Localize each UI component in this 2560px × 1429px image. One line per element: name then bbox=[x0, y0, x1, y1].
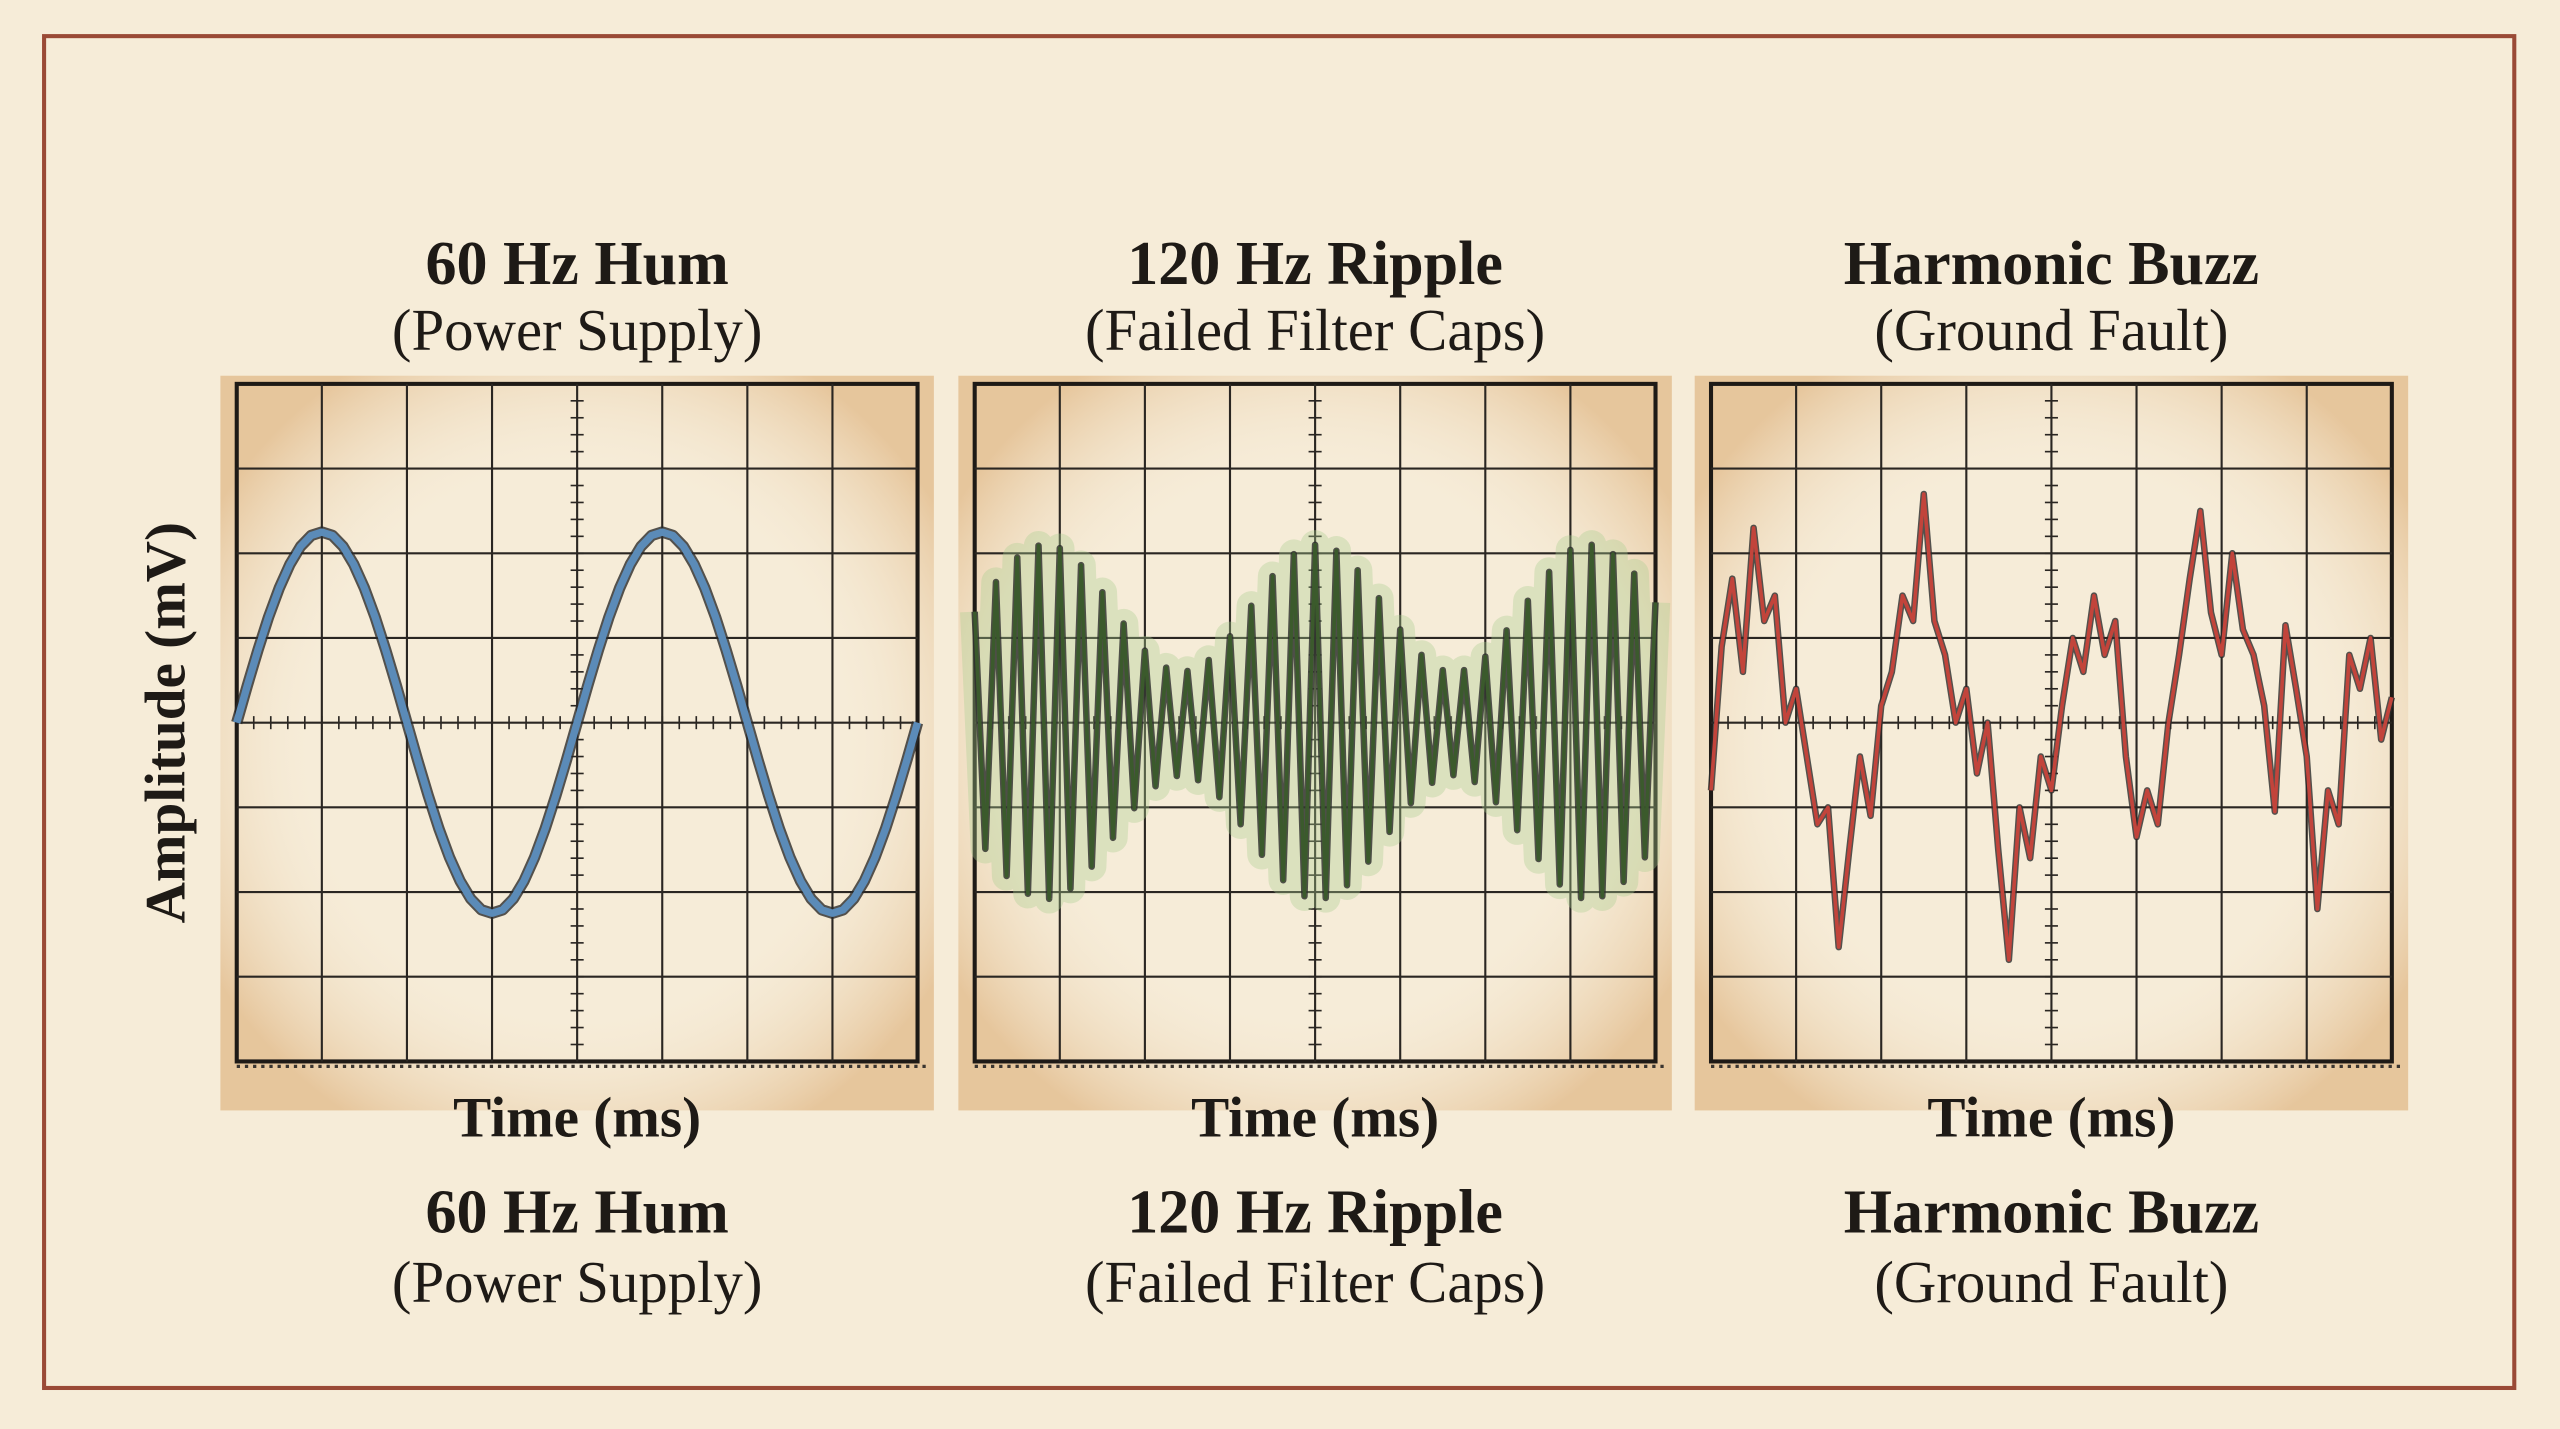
trace bbox=[1709, 492, 2394, 962]
trace bbox=[972, 543, 1658, 901]
x-axis-label: Time (ms) bbox=[1191, 1087, 1439, 1150]
caption-title: Harmonic Buzz bbox=[1844, 1178, 2259, 1246]
chart-title: Harmonic Buzz bbox=[1844, 230, 2259, 298]
caption-title: 120 Hz Ripple bbox=[1127, 1178, 1503, 1246]
chart-title: 120 Hz Ripple bbox=[1127, 230, 1503, 298]
frame bbox=[42, 34, 2517, 1391]
trace bbox=[233, 528, 922, 917]
caption-subtitle: (Ground Fault) bbox=[1874, 1250, 2228, 1315]
chart-subtitle: (Power Supply) bbox=[392, 298, 763, 363]
y-axis-label: Amplitude (mV) bbox=[135, 522, 198, 923]
x-axis-label: Time (ms) bbox=[453, 1087, 701, 1150]
x-axis-label: Time (ms) bbox=[1927, 1087, 2175, 1150]
caption-title: 60 Hz Hum bbox=[426, 1178, 729, 1246]
chart-subtitle: (Failed Filter Caps) bbox=[1085, 298, 1545, 363]
caption-subtitle: (Power Supply) bbox=[392, 1250, 763, 1315]
chart-subtitle: (Ground Fault) bbox=[1874, 298, 2228, 363]
caption-subtitle: (Failed Filter Caps) bbox=[1085, 1250, 1545, 1315]
chart-title: 60 Hz Hum bbox=[426, 230, 729, 298]
